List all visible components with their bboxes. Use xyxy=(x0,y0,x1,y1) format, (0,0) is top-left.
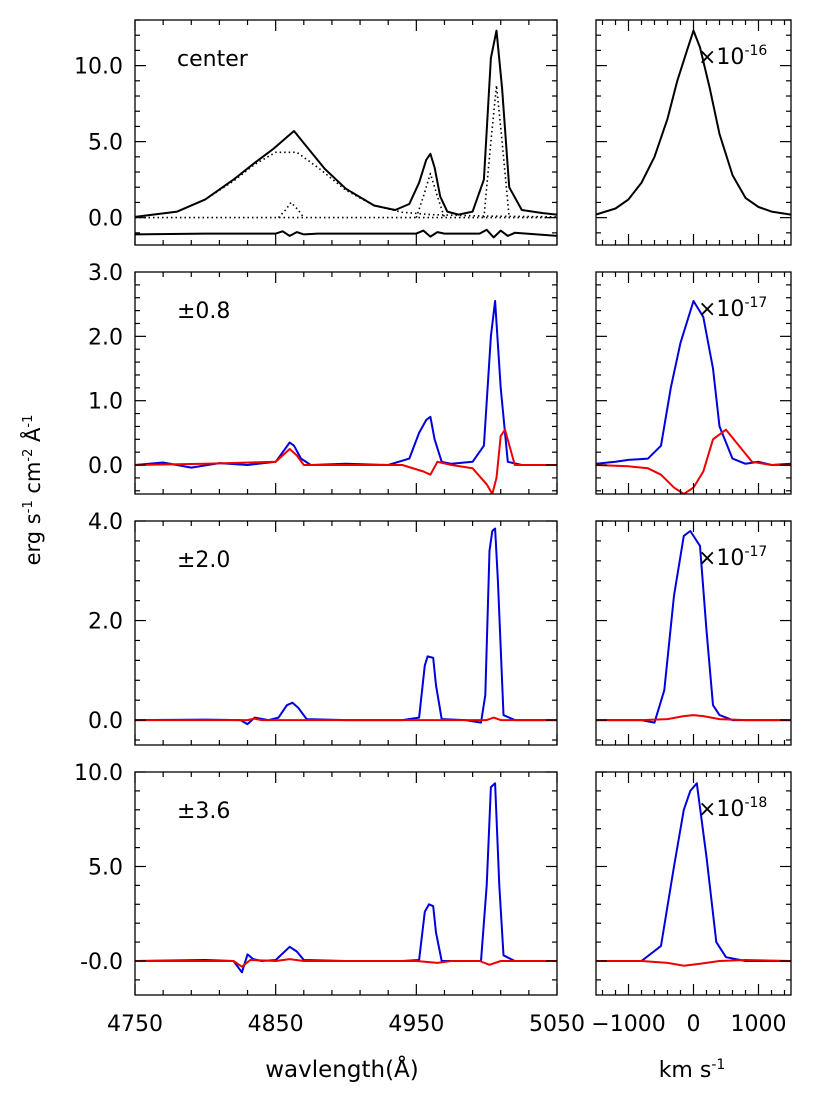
x-tick-label-left: 4950 xyxy=(388,1012,444,1037)
right-series-group xyxy=(596,782,791,967)
right-series-red xyxy=(596,428,791,494)
y-tick-label: 4.0 xyxy=(88,510,123,535)
panel-3-left-frame xyxy=(134,520,558,746)
y-tick-label: 5.0 xyxy=(88,855,123,880)
left-series-group xyxy=(135,782,557,974)
panel-2-left: 0.0 1.0 2.0 3.0 ±0.8 xyxy=(88,261,558,494)
right-series-blue xyxy=(596,782,791,962)
x-tick-label-left: 4750 xyxy=(107,1012,163,1037)
scale-exponent: -17 xyxy=(744,544,767,560)
left-series-group xyxy=(135,300,557,494)
left-series-blue xyxy=(135,782,557,974)
panel-label: ±2.0 xyxy=(177,548,230,573)
y-tick-label: 2.0 xyxy=(88,610,123,635)
panel-3-right: ×10-17 xyxy=(596,520,791,745)
left-series-narrow-4959 xyxy=(415,172,446,218)
scale-base: ×10 xyxy=(698,797,744,822)
panel-label: center xyxy=(177,47,249,72)
panel-1-right: ×10-16 xyxy=(596,19,791,245)
scale-annotation: ×10-16 xyxy=(698,43,767,70)
y-tick-label: 5.0 xyxy=(88,131,123,156)
panel-1-right-frame xyxy=(595,19,792,246)
scale-annotation: ×10-17 xyxy=(698,295,767,322)
panel-1-left: 0.0 5.0 10.0 center xyxy=(74,19,558,245)
left-series-red xyxy=(135,958,557,968)
scale-exponent: -18 xyxy=(744,795,767,811)
x-tick-label-left: 5050 xyxy=(529,1012,585,1037)
panel-4-left: -0.0 5.0 10.0 ±3.6 4750 4850 4950 5050 xyxy=(74,761,585,1037)
y-tick-label: 10.0 xyxy=(74,761,123,786)
panel-2-right-frame xyxy=(595,271,792,495)
left-series-broad-component xyxy=(135,151,557,218)
scale-exponent: -16 xyxy=(744,43,767,59)
scale-annotation: ×10-18 xyxy=(698,795,767,822)
x-tick-label-right: 0 xyxy=(687,1012,701,1037)
y-axis-label: erg s-1 cm-2 Å-1 xyxy=(19,415,45,566)
panel-4-right: ×10-18 −1000 0 1000 xyxy=(591,771,791,1037)
left-series-red xyxy=(135,428,557,494)
y-tick-label: -0.0 xyxy=(80,950,123,975)
x-tick-label-right: 1000 xyxy=(731,1012,787,1037)
y-tick-label: 10.0 xyxy=(74,55,123,80)
left-series-group xyxy=(135,527,557,726)
y-tick-label: 3.0 xyxy=(88,261,123,286)
y-tick-label: 1.0 xyxy=(88,390,123,415)
x-tick-label-right: −1000 xyxy=(591,1012,665,1037)
panel-4-right-frame xyxy=(595,771,792,996)
panel-3-left: 0.0 2.0 4.0 ±2.0 xyxy=(88,510,558,745)
left-series-residual xyxy=(135,228,557,239)
left-series-blue xyxy=(135,300,557,469)
right-x-axis-label: km s-1 xyxy=(659,1057,726,1083)
panel-3-right-frame xyxy=(595,520,792,746)
scale-exponent: -17 xyxy=(744,295,767,311)
left-series-narrow-h-beta xyxy=(277,201,305,219)
scale-base: ×10 xyxy=(698,297,744,322)
panel-4-left-frame xyxy=(134,771,558,996)
right-series-red xyxy=(596,959,791,967)
scale-base: ×10 xyxy=(698,45,744,70)
left-series-total xyxy=(135,29,557,218)
right-series-red xyxy=(596,714,791,722)
scale-annotation: ×10-17 xyxy=(698,544,767,571)
left-series-group xyxy=(135,29,557,239)
right-series-blue xyxy=(596,300,791,466)
right-series-group xyxy=(596,530,791,724)
left-series-red xyxy=(135,716,557,722)
right-series-group xyxy=(596,300,791,494)
left-x-axis-label: wavlength(Å) xyxy=(265,1055,419,1083)
panel-1-left-frame xyxy=(134,19,558,246)
y-tick-label: 0.0 xyxy=(88,207,123,232)
panel-label: ±3.6 xyxy=(177,799,230,824)
x-tick-label-left: 4850 xyxy=(248,1012,304,1037)
left-series-narrow-5007 xyxy=(483,84,510,218)
y-tick-label: 0.0 xyxy=(88,454,123,479)
y-tick-label: 2.0 xyxy=(88,325,123,350)
y-tick-label: 0.0 xyxy=(88,709,123,734)
panel-2-left-frame xyxy=(134,271,558,495)
scale-base: ×10 xyxy=(698,546,744,571)
panel-label: ±0.8 xyxy=(177,299,230,324)
panel-2-right: ×10-17 xyxy=(596,272,791,494)
